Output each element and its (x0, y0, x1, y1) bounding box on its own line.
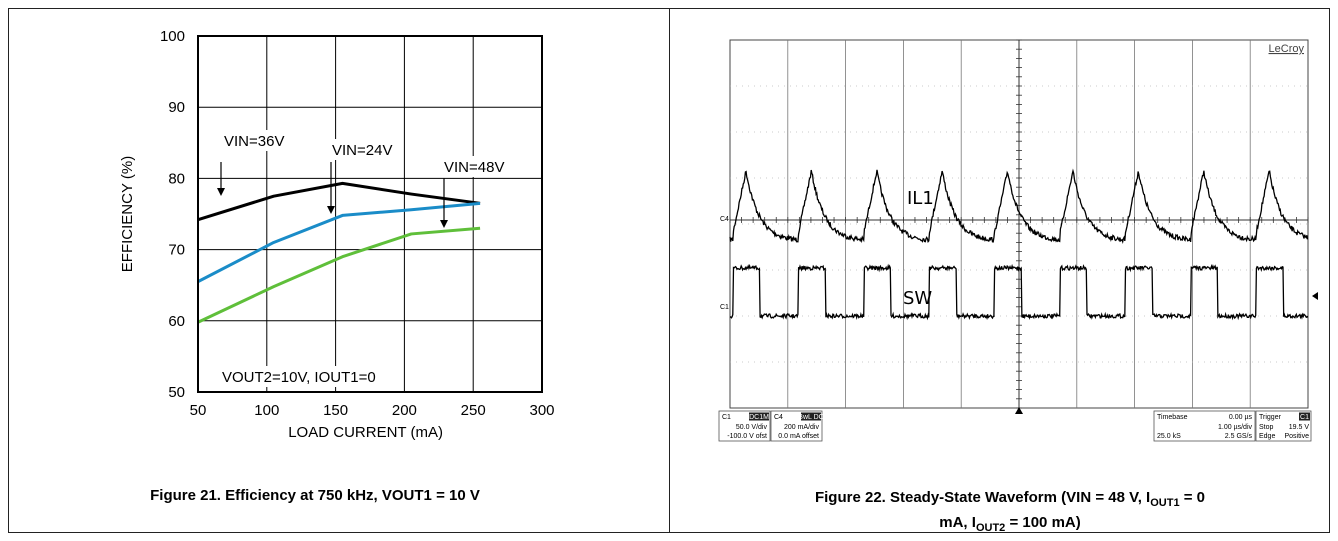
trigger-position-marker (1015, 407, 1023, 414)
il1-trace (729, 168, 1309, 244)
efficiency-tick-labels: 50 100 150 200 250 300 50 60 70 80 90 100 (160, 28, 555, 419)
annotation-bg (218, 366, 381, 387)
series-vin-36v (197, 181, 481, 222)
trigger-level-marker (1312, 292, 1318, 300)
lecroy-logo: LeCroy (1269, 43, 1305, 55)
annotation-arrow-head (327, 206, 335, 214)
c4-box-line1: 200 mA/div (784, 424, 820, 431)
c1-marker: C1 (720, 304, 729, 311)
x-tick-label: 250 (461, 402, 486, 419)
timebase-value: 0.00 µs (1229, 414, 1253, 421)
trigger-level: 19.5 V (1289, 424, 1310, 431)
scope-traces (729, 168, 1309, 321)
trigger-slope: Positive (1284, 433, 1309, 440)
annotation-arrow-head (440, 220, 448, 228)
sw-trace (729, 263, 1309, 321)
annotation-label: VIN=48V (444, 159, 504, 176)
trigger-tag-bg (1299, 412, 1310, 421)
y-tick-label: 50 (168, 384, 185, 401)
annotation-label: VIN=36V (224, 133, 284, 150)
timebase-label: Timebase (1157, 414, 1188, 421)
y-tick-label: 70 (168, 242, 185, 259)
c4-box-tag-bg (801, 412, 821, 421)
c1-box-line2: -100.0 V ofst (727, 433, 767, 440)
efficiency-series (197, 181, 481, 324)
timebase-scale: 1.00 µs/div (1218, 424, 1252, 431)
x-axis-label: LOAD CURRENT (mA) (288, 424, 443, 441)
c4-box-tag: BwL DC (798, 414, 823, 421)
series-vin-24v (197, 201, 481, 283)
c1-box-id: C1 (722, 414, 731, 421)
timebase-rate: 2.5 GS/s (1225, 433, 1253, 440)
annotation-bg (440, 156, 509, 177)
trigger-mode: Stop (1259, 424, 1274, 431)
c4-box-line2: 0.0 mA offset (778, 433, 819, 440)
scope-grid (729, 39, 1318, 414)
x-tick-label: 50 (190, 402, 207, 419)
scope-info-boxes: C1 DC1M 50.0 V/div -100.0 V ofst C4 BwL DC 200… (718, 410, 1312, 442)
series-vin-48v (197, 226, 481, 324)
x-tick-label: 200 (392, 402, 417, 419)
x-tick-label: 100 (254, 402, 279, 419)
y-tick-label: 60 (168, 313, 185, 330)
timebase-samples: 25.0 kS (1157, 433, 1181, 440)
y-tick-label: 80 (168, 170, 185, 187)
c4-box-id: C4 (774, 414, 783, 421)
panel-divider (669, 8, 670, 533)
c1-box-tag-bg (749, 412, 769, 421)
annotation-bg (220, 130, 289, 151)
annotation-bg (328, 139, 397, 160)
figure-21-caption: Figure 21. Efficiency at 750 kHz, VOUT1 … (150, 487, 480, 504)
trigger-tag: C1 (1300, 414, 1309, 421)
annotation-arrow-head (217, 188, 225, 196)
scope-labels: LeCroy IL1 SW C4 C1 (720, 43, 1304, 311)
sw-label: SW (903, 288, 932, 309)
trigger-label: Trigger (1259, 414, 1282, 421)
figure-22-caption: Figure 22. Steady-State Waveform (VIN = … (705, 488, 1315, 538)
c1-box-tag: DC1M (749, 414, 769, 421)
figure-22-caption-line2: mA, IOUT2 = 100 mA) (939, 514, 1081, 534)
c4-marker: C4 (720, 216, 729, 223)
c1-box-line1: 50.0 V/div (736, 424, 768, 431)
x-tick-label: 150 (323, 402, 348, 419)
x-tick-label: 300 (529, 402, 554, 419)
il1-label: IL1 (907, 188, 934, 209)
y-tick-label: 100 (160, 28, 185, 45)
figure-22-caption-line1: Figure 22. Steady-State Waveform (VIN = … (814, 489, 1206, 509)
annotation-label: VIN=24V (332, 142, 392, 159)
efficiency-annotations: VIN=36V VIN=24V VIN=48V VOUT2=10V, IOUT1=0 (217, 130, 509, 387)
y-axis-label: EFFICIENCY (%) (119, 156, 136, 272)
timebase-box (1153, 410, 1256, 442)
condition-label: VOUT2=10V, IOUT1=0 (222, 369, 376, 386)
efficiency-plot-frame (197, 35, 543, 393)
efficiency-chart: 50 100 150 200 250 300 50 60 70 80 90 100 LOAD CURR… (119, 28, 555, 441)
trigger-type: Edge (1259, 433, 1275, 440)
y-tick-label: 90 (168, 99, 185, 116)
c1-info-box (718, 410, 771, 442)
